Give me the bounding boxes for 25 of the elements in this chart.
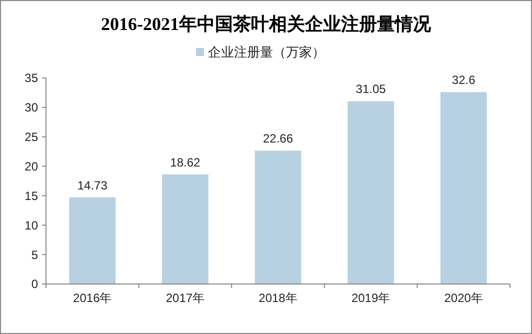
bar xyxy=(162,174,208,284)
bar xyxy=(69,197,116,284)
bar xyxy=(348,101,394,284)
x-tick-label: 2018年 xyxy=(258,291,298,305)
data-label: 22.66 xyxy=(262,132,294,146)
y-tick-label: 5 xyxy=(31,248,38,262)
data-label: 31.05 xyxy=(356,82,386,96)
data-label: 32.6 xyxy=(452,73,476,88)
data-label: 18.62 xyxy=(170,155,201,170)
x-tick-label: 2017年 xyxy=(166,291,205,305)
bar xyxy=(254,150,302,284)
x-tick-label: 2020年 xyxy=(444,291,483,305)
y-tick-label: 30 xyxy=(24,100,38,115)
y-tick-label: 0 xyxy=(31,277,38,292)
x-tick-label: 2016年 xyxy=(73,291,112,305)
y-tick-label: 25 xyxy=(24,130,38,144)
y-tick-label: 20 xyxy=(24,159,38,174)
y-tick-label: 10 xyxy=(24,218,38,232)
bar xyxy=(440,92,487,284)
legend-label: 企业注册量（万家） xyxy=(208,44,325,60)
y-tick-label: 15 xyxy=(24,188,38,203)
x-tick-label: 2019年 xyxy=(351,291,390,305)
chart-title: 2016-2021年中国茶叶相关企业注册量情况 xyxy=(101,14,432,34)
y-tick-label: 35 xyxy=(24,71,38,86)
data-label: 14.73 xyxy=(77,178,108,192)
